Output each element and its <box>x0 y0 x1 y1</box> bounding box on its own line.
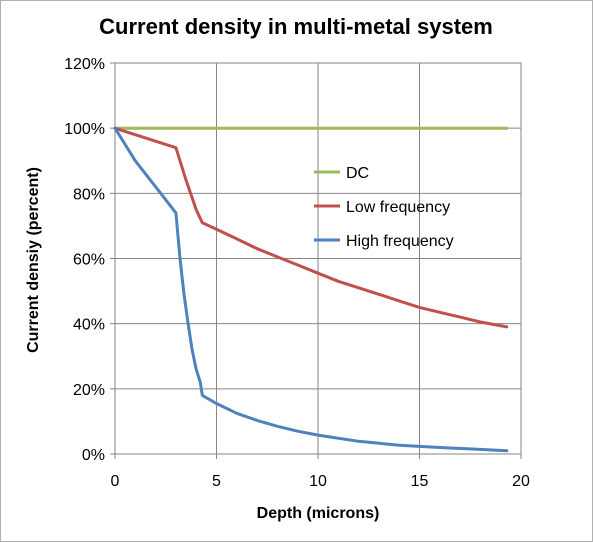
y-tick-label: 80% <box>73 186 105 203</box>
y-tick-label: 120% <box>64 56 105 73</box>
x-tick-label: 15 <box>411 473 429 490</box>
y-tick-label: 100% <box>64 121 105 138</box>
x-tick-label: 5 <box>212 473 221 490</box>
y-tick-label: 60% <box>73 252 105 269</box>
series-line-low-frequency <box>113 126 509 329</box>
y-tick-label: 0% <box>82 447 105 464</box>
legend-label-dc: DC <box>346 165 369 182</box>
x-tick-label: 10 <box>309 473 327 490</box>
y-tick-label: 40% <box>73 317 105 334</box>
legend-label-high-frequency: High frequency <box>346 233 454 250</box>
y-tick-label: 20% <box>73 382 105 399</box>
legend-label-low-frequency: Low frequency <box>346 199 450 216</box>
x-tick-label: 20 <box>512 473 530 490</box>
series-line-high-frequency <box>113 126 509 453</box>
x-axis-label: Depth (microns) <box>257 505 380 522</box>
chart-title: Current density in multi-metal system <box>99 14 493 39</box>
x-tick-label: 0 <box>111 473 120 490</box>
y-axis-label: Current densiy (percent) <box>25 167 42 353</box>
